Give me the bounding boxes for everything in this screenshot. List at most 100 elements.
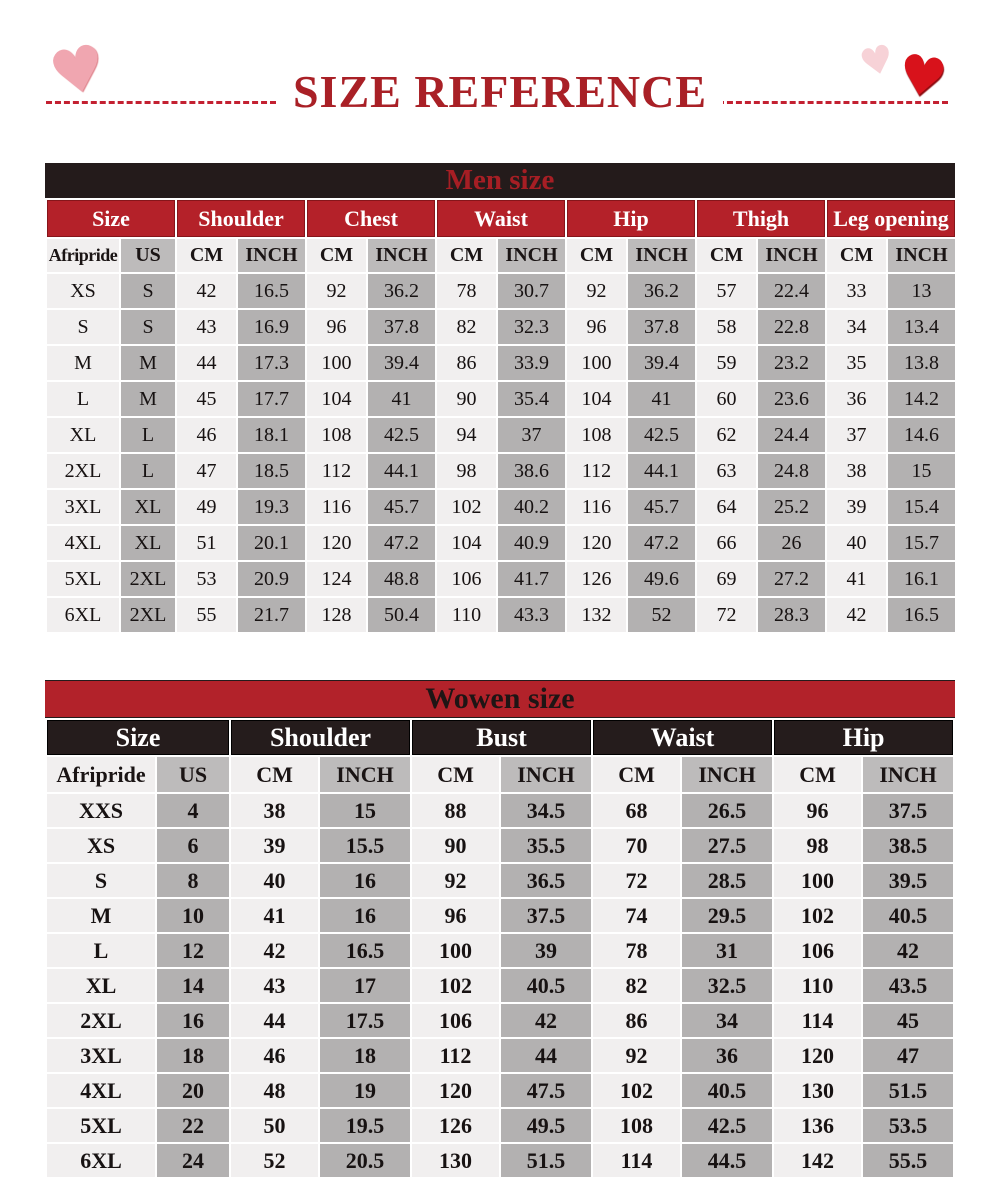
size-label-cell: 5XL (45, 1107, 157, 1144)
measurement-cell: 15.7 (886, 524, 958, 562)
measurement-cell: 68 (591, 792, 683, 829)
measurement-cell: 23.6 (756, 380, 828, 418)
column-group-header: Chest (305, 198, 438, 239)
measurement-cell: 120 (305, 524, 369, 562)
measurement-cell: 15.5 (318, 827, 413, 864)
size-row: XXS 4 38 15 88 34.5 68 26.5 96 37.5 (45, 792, 956, 829)
size-row: 2XL L 47 18.5 112 44.1 98 38.6 112 44.1 63 24.8 38 15 (45, 452, 958, 490)
measurement-cell: 35.5 (499, 827, 594, 864)
measurement-cell: 18 (154, 1037, 232, 1074)
unit-header-cell: INCH (236, 237, 308, 274)
measurement-cell: 36 (680, 1037, 775, 1074)
measurement-cell: 40.9 (496, 524, 568, 562)
page-title: SIZE REFERENCE (276, 66, 724, 119)
measurement-cell: 41 (229, 897, 321, 934)
measurement-cell: 26 (756, 524, 828, 562)
measurement-cell: 43.3 (496, 596, 568, 634)
unit-header-cell: INCH (499, 755, 594, 794)
measurement-cell: 50.4 (366, 596, 438, 634)
measurement-cell: 104 (565, 380, 629, 418)
measurement-cell: 142 (772, 1142, 864, 1179)
size-row: XL L 46 18.1 108 42.5 94 37 108 42.5 62 24.4 37 14.6 (45, 416, 958, 454)
measurement-cell: 39.4 (366, 344, 438, 382)
measurement-cell: S (118, 308, 178, 346)
measurement-cell: 42 (229, 932, 321, 969)
measurement-cell: 41 (825, 560, 889, 598)
measurement-cell: 124 (305, 560, 369, 598)
measurement-cell: 96 (305, 308, 369, 346)
measurement-cell: 100 (772, 862, 864, 899)
measurement-cell: 36 (825, 380, 889, 418)
measurement-cell: 100 (305, 344, 369, 382)
measurement-cell: 29.5 (680, 897, 775, 934)
measurement-cell: 130 (410, 1142, 502, 1179)
column-group-header: Size (44, 198, 178, 239)
measurement-cell: 96 (772, 792, 864, 829)
unit-header-cell: INCH (756, 237, 828, 274)
measurement-cell: 66 (695, 524, 759, 562)
measurement-cell: 15 (886, 452, 958, 490)
measurement-cell: 110 (435, 596, 499, 634)
measurement-cell: 44.1 (366, 452, 438, 490)
column-group-header: Hip (772, 718, 956, 757)
measurement-cell: 28.3 (756, 596, 828, 634)
measurement-cell: 10 (154, 897, 232, 934)
measurement-cell: 39.4 (626, 344, 698, 382)
measurement-cell: 42 (861, 932, 956, 969)
measurement-cell: 15 (318, 792, 413, 829)
size-label-cell: XL (45, 967, 157, 1004)
measurement-cell: 39 (499, 932, 594, 969)
measurement-cell: 20.9 (236, 560, 308, 598)
measurement-cell: 55 (175, 596, 239, 634)
measurement-cell: 34 (680, 1002, 775, 1039)
measurement-cell: 16 (318, 897, 413, 934)
page-header: ♥ ♥ ♥ SIZE REFERENCE (0, 0, 1000, 150)
measurement-cell: 43 (229, 967, 321, 1004)
measurement-cell: 104 (305, 380, 369, 418)
men-subheader-row: Afripride US CM INCH CM INCH CM INCH CM INCH CM INC… (45, 237, 958, 274)
measurement-cell: 38.5 (861, 827, 956, 864)
measurement-cell: 86 (591, 1002, 683, 1039)
measurement-cell: 49.5 (499, 1107, 594, 1144)
measurement-cell: 51.5 (861, 1072, 956, 1109)
measurement-cell: 44 (229, 1002, 321, 1039)
measurement-cell: 19 (318, 1072, 413, 1109)
size-label-cell: M (45, 897, 157, 934)
measurement-cell: 102 (435, 488, 499, 526)
size-label-cell: XS (45, 827, 157, 864)
measurement-cell: 23.2 (756, 344, 828, 382)
women-size-section: Wowen size Size Shoulder Bust Waist Hip Afri… (44, 680, 956, 1179)
measurement-cell: 40 (825, 524, 889, 562)
measurement-cell: 90 (435, 380, 499, 418)
measurement-cell: 27.5 (680, 827, 775, 864)
unit-header-cell: INCH (366, 237, 438, 274)
measurement-cell: 16.5 (886, 596, 958, 634)
measurement-cell: 18 (318, 1037, 413, 1074)
measurement-cell: 100 (565, 344, 629, 382)
measurement-cell: 16 (318, 862, 413, 899)
measurement-cell: 2XL (118, 596, 178, 634)
measurement-cell: 108 (305, 416, 369, 454)
measurement-cell: 106 (435, 560, 499, 598)
column-group-header: Waist (591, 718, 775, 757)
measurement-cell: 17.7 (236, 380, 308, 418)
size-label-cell: XXS (45, 792, 157, 829)
measurement-cell: 64 (695, 488, 759, 526)
measurement-cell: 41 (626, 380, 698, 418)
measurement-cell: S (118, 272, 178, 310)
size-label-cell: S (45, 308, 121, 346)
measurement-cell: 46 (175, 416, 239, 454)
measurement-cell: 52 (229, 1142, 321, 1179)
unit-header-cell: INCH (680, 755, 775, 794)
measurement-cell: 18.1 (236, 416, 308, 454)
measurement-cell: 26.5 (680, 792, 775, 829)
size-label-cell: 4XL (45, 1072, 157, 1109)
measurement-cell: 53.5 (861, 1107, 956, 1144)
measurement-cell: 25.2 (756, 488, 828, 526)
measurement-cell: 15.4 (886, 488, 958, 526)
measurement-cell: 35.4 (496, 380, 568, 418)
measurement-cell: 47.2 (366, 524, 438, 562)
size-label-cell: L (45, 380, 121, 418)
size-label-cell: 4XL (45, 524, 121, 562)
measurement-cell: 72 (695, 596, 759, 634)
